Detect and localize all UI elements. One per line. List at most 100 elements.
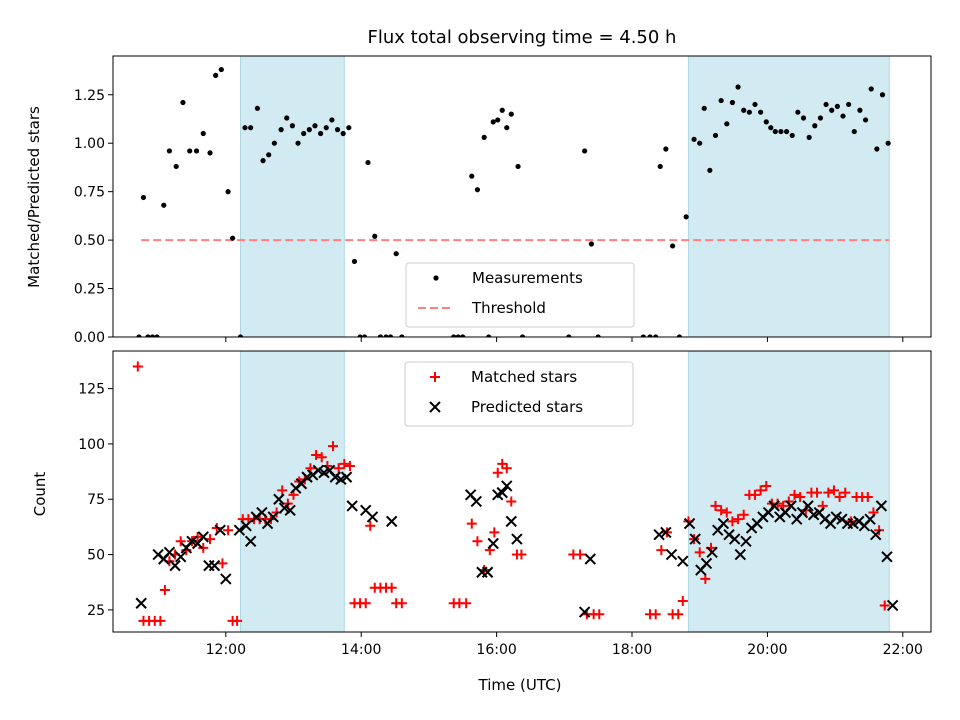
predicted-stars-point-73: [785, 500, 797, 512]
measurements-point-108: [879, 92, 886, 98]
measurements-point-51: [469, 173, 475, 179]
measurements-point-53: [481, 134, 487, 140]
matched-stars-point-74: [673, 609, 684, 620]
matched-stars-point-38: [339, 458, 350, 469]
measurements-point-23: [266, 152, 272, 158]
predicted-stars-point-1: [135, 597, 147, 609]
predicted-stars-point-50: [584, 553, 596, 565]
matched-stars-point-65: [575, 549, 586, 560]
measurements-point-37: [346, 125, 352, 131]
measurements-point-92: [789, 132, 795, 139]
predicted-stars-point-53: [665, 548, 678, 561]
predicted-stars-point-90: [881, 551, 893, 563]
measurements-point-84: [746, 109, 752, 115]
matched-stars-point-58: [492, 467, 503, 478]
measurements-point-32: [318, 130, 324, 137]
top-legend: Measurements Threshold: [405, 262, 635, 328]
top-shaded-interval-2: [687, 56, 890, 337]
matched-stars-point-43: [365, 520, 376, 531]
measurements-point-107: [874, 146, 880, 152]
matched-stars-point-19: [232, 615, 243, 626]
measurements-point-48: [451, 334, 457, 337]
measurements-point-24: [271, 140, 277, 146]
measurements-point-77: [707, 167, 713, 173]
measurements-point-42: [372, 233, 378, 239]
matched-stars-point-90: [761, 480, 772, 491]
measurements-point-11: [193, 148, 200, 154]
measurements-point-36: [340, 130, 346, 137]
bottom-y-tick-label-2: 50: [87, 548, 105, 564]
measurements-point-96: [812, 123, 818, 129]
measurements-point-66: [640, 334, 646, 337]
measurements-point-29: [301, 130, 307, 137]
measurements-point-55: [490, 119, 496, 125]
measurements-point-64: [588, 241, 594, 247]
measurements-point-86: [758, 109, 764, 115]
matched-stars-point-61: [506, 496, 517, 507]
matched-stars-point-104: [840, 487, 851, 498]
predicted-stars-point-10: [197, 531, 209, 543]
measurements-point-75: [697, 140, 703, 146]
matched-stars-point-1: [132, 361, 143, 372]
predicted-stars-point-55: [683, 517, 696, 530]
matched-stars-point-86: [738, 509, 749, 520]
measurements-point-97: [817, 115, 824, 121]
bottom-y-tick-label-5: 125: [78, 382, 105, 398]
top-panel: 0.00 0.25 0.50 0.75 1.00 1.25 Measurements Thre…: [74, 55, 932, 346]
matched-stars-point-47: [386, 582, 397, 593]
measurements-point-73: [683, 214, 689, 220]
matched-stars-point-103: [834, 492, 845, 503]
legend-measurements-label: Measurements: [472, 269, 583, 287]
measurements-point-50: [460, 334, 466, 337]
measurements-point-34: [329, 117, 335, 123]
predicted-stars-point-6: [174, 551, 187, 563]
predicted-stars-point-13: [214, 524, 226, 536]
legend-matched-stars-marker: [430, 372, 440, 382]
measurements-point-62: [566, 334, 572, 337]
measurements-point-54: [486, 334, 492, 337]
measurements-point-21: [254, 105, 261, 111]
bottom-panel: 25 50 75 100 125 12:00 14:00 16:00 18:00 20:00 22:…: [78, 350, 932, 658]
bottom-plot-area: [132, 351, 899, 632]
measurements-point-2: [140, 194, 147, 201]
measurements-point-13: [207, 150, 213, 156]
matched-stars-point-52: [461, 598, 472, 609]
matched-stars-point-78: [694, 547, 705, 558]
measurements-point-35: [334, 127, 341, 133]
matched-stars-point-75: [677, 596, 688, 607]
predicted-stars-point-59: [706, 546, 718, 559]
bottom-x-tick-label-3: 16:00: [476, 642, 516, 658]
predicted-stars-point-17: [244, 535, 257, 547]
predicted-stars-point-89: [875, 500, 888, 512]
predicted-stars-point-91: [886, 599, 899, 612]
measurements-point-93: [795, 109, 801, 115]
measurements-point-63: [582, 148, 588, 154]
predicted-stars-point-64: [734, 548, 747, 561]
measurements-point-18: [237, 334, 244, 337]
top-y-tick-label-4: 0.75: [74, 185, 105, 201]
predicted-stars-point-52: [660, 526, 672, 539]
measurements-point-65: [595, 334, 601, 337]
measurements-point-89: [772, 128, 778, 135]
matched-stars-point-13: [198, 542, 209, 553]
measurements-point-46: [393, 251, 399, 257]
measurements-point-25: [278, 127, 284, 133]
bottom-y-axis-label: Count: [31, 472, 49, 517]
matched-stars-point-6: [159, 584, 170, 595]
measurements-point-106: [868, 86, 874, 92]
measurements-point-76: [701, 105, 707, 111]
measurements-point-94: [800, 115, 807, 121]
top-shaded-interval-1: [239, 56, 345, 337]
predicted-stars-point-22: [273, 493, 285, 505]
measurements-point-78: [712, 132, 719, 139]
top-y-tick-label-6: 1.25: [74, 88, 105, 104]
measurements-point-15: [218, 66, 224, 73]
measurements-point-109: [885, 140, 891, 146]
measurements-point-30: [306, 127, 312, 133]
top-y-axis-label: Matched/Predicted stars: [25, 106, 43, 288]
matched-stars-point-57: [489, 527, 500, 538]
measurements-point-8: [173, 163, 179, 170]
matched-stars-point-85: [733, 514, 744, 525]
measurements-point-44: [383, 334, 389, 337]
measurements-point-59: [508, 111, 514, 117]
